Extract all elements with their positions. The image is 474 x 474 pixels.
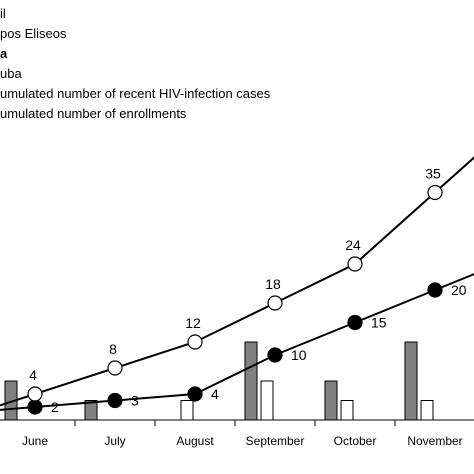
bar-pos-eliseos-november [404,341,418,421]
legend-entry-3: a [0,46,8,61]
point-umulated-number-of-enrollments-september [267,295,283,311]
legend-entry-1: il [0,6,6,21]
bar-a-november [420,400,434,421]
data-label-umulated-number-of-recent-hiv-infection-cases-august: 4 [211,386,219,402]
x-tick-label-october: October [334,434,377,448]
legend-entry-4: uba [0,66,22,81]
bar-a-september [260,380,274,421]
data-label-umulated-number-of-enrollments-september: 18 [265,276,281,292]
data-label-umulated-number-of-enrollments-june: 4 [29,367,37,383]
point-umulated-number-of-enrollments-november [427,184,443,201]
point-umulated-number-of-enrollments-october [347,256,363,272]
data-label-umulated-number-of-recent-hiv-infection-cases-july: 3 [131,393,139,409]
data-label-umulated-number-of-recent-hiv-infection-cases-november: 20 [451,282,467,298]
x-tick-label-september: September [246,434,305,448]
line-umulated-number-of-enrollments [0,156,474,407]
line-layer: 2 3 4 10 15 20 4 8 12 18 24 35 [0,156,474,415]
point-umulated-number-of-recent-hiv-infection-cases-august [187,386,203,402]
x-tick-label-june: June [22,434,48,448]
bar-a-october [340,400,354,421]
legend: il pos Eliseos a uba umulated number of rece… [0,6,271,121]
bar-pos-eliseos-september [244,341,258,421]
legend-entry-2: pos Eliseos [0,26,67,41]
data-label-umulated-number-of-enrollments-july: 8 [109,341,117,357]
point-umulated-number-of-recent-hiv-infection-cases-june [27,399,43,415]
point-umulated-number-of-recent-hiv-infection-cases-november [427,282,443,298]
point-umulated-number-of-enrollments-july [107,360,123,376]
point-umulated-number-of-enrollments-august [187,334,203,350]
legend-entry-6: umulated number of enrollments [0,106,187,121]
bar-layer [4,341,434,421]
x-tick-label-august: August [176,434,214,448]
x-tick-labels: June July August September October November [22,420,463,448]
bar-pos-eliseos-october [324,380,338,421]
data-label-umulated-number-of-recent-hiv-infection-cases-september: 10 [291,347,307,363]
data-label-umulated-number-of-recent-hiv-infection-cases-october: 15 [371,315,387,331]
data-label-umulated-number-of-enrollments-august: 12 [185,315,201,331]
data-label-umulated-number-of-enrollments-november: 35 [425,166,441,182]
x-tick-label-november: November [407,434,462,448]
legend-entry-5: umulated number of recent HIV-infection … [0,86,271,101]
x-tick-label-july: July [104,434,125,448]
data-label-umulated-number-of-recent-hiv-infection-cases-june: 2 [51,399,59,415]
point-umulated-number-of-recent-hiv-infection-cases-july [107,392,123,409]
bar-a-august [180,400,194,421]
point-umulated-number-of-recent-hiv-infection-cases-october [347,314,363,331]
point-umulated-number-of-enrollments-june [27,386,43,402]
line-umulated-number-of-recent-hiv-infection-cases [0,273,474,411]
point-umulated-number-of-recent-hiv-infection-cases-september [267,347,283,363]
data-label-umulated-number-of-enrollments-october: 24 [345,237,361,253]
